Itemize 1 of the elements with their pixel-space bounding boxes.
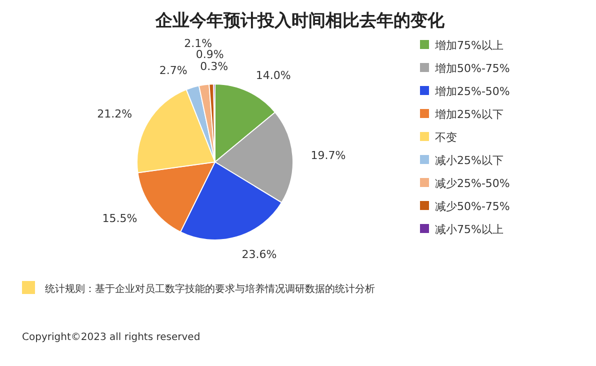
title: 企业今年预计投入时间相比去年的变化 — [156, 11, 444, 31]
